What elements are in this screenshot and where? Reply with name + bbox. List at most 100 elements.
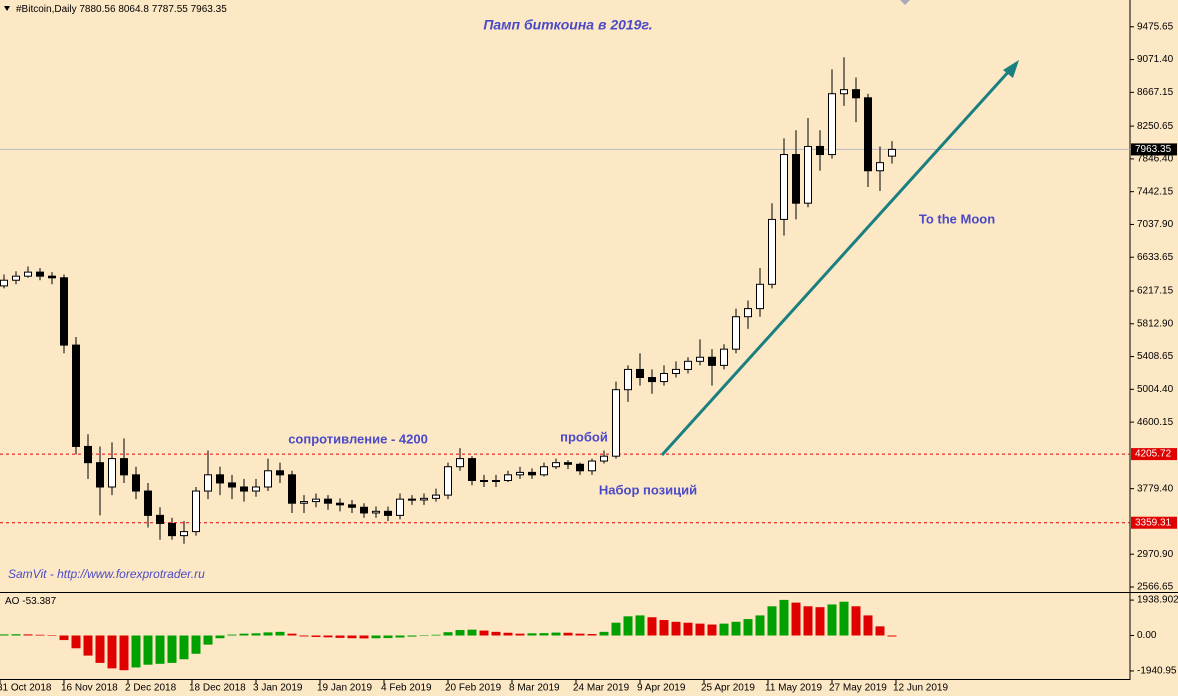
- candle-body: [600, 455, 608, 462]
- ao-bar: [47, 635, 57, 636]
- candle-body: [528, 471, 536, 476]
- ao-bar: [791, 602, 801, 636]
- trend-arrow: [660, 60, 1019, 457]
- candle-body: [312, 498, 320, 503]
- candle-body: [576, 463, 584, 472]
- y-tick-label: -1940.95: [1137, 666, 1177, 677]
- ao-bar: [359, 635, 369, 639]
- ao-bar: [491, 631, 501, 636]
- ao-bar: [815, 607, 825, 636]
- ao-bar: [59, 635, 69, 641]
- candle-body: [60, 277, 68, 346]
- x-tick-label: 16 Nov 2018: [61, 683, 118, 694]
- arrow-head: [1003, 60, 1019, 78]
- candle-body: [516, 471, 524, 476]
- candle-body: [744, 308, 752, 318]
- x-tick-label: 9 Apr 2019: [637, 683, 686, 694]
- ao-bar: [119, 635, 129, 671]
- ao-bar: [275, 631, 285, 636]
- x-tick-label: 25 Apr 2019: [701, 683, 755, 694]
- x-tick-label: 4 Feb 2019: [381, 683, 432, 694]
- ao-bar: [11, 634, 21, 636]
- ao-bar: [683, 622, 693, 636]
- y-tick-label: 0.00: [1137, 630, 1157, 641]
- ao-bar: [599, 631, 609, 636]
- candle-body: [144, 490, 152, 516]
- ao-bar: [83, 635, 93, 656]
- ao-bar: [0, 634, 9, 636]
- ao-bar: [263, 632, 273, 636]
- candle-body: [108, 458, 116, 488]
- candle-body: [204, 474, 212, 492]
- y-tick-label: 3779.40: [1137, 483, 1174, 494]
- candle-body: [756, 283, 764, 310]
- candle-body: [348, 504, 356, 508]
- candle-body: [432, 494, 440, 499]
- ao-bar: [827, 604, 837, 636]
- y-tick-label: 5812.90: [1137, 318, 1174, 329]
- candle-body: [540, 466, 548, 476]
- candle-body: [480, 480, 488, 483]
- x-tick-label: 19 Jan 2019: [317, 683, 372, 694]
- y-tick-label: 7442.15: [1137, 186, 1174, 197]
- candle-body: [840, 89, 848, 95]
- candle-body: [504, 474, 512, 482]
- ao-bar: [503, 632, 513, 636]
- y-tick-label: 9071.40: [1137, 54, 1174, 65]
- ao-bar: [563, 632, 573, 636]
- level-label: 3359.31: [1135, 517, 1172, 528]
- ao-current: -53.387: [22, 596, 56, 607]
- candle-body: [684, 360, 692, 370]
- candle-body: [36, 271, 44, 277]
- ao-bar: [239, 633, 249, 636]
- candle-body: [420, 497, 428, 501]
- candle-body: [408, 498, 416, 501]
- level-label-bg: [1131, 516, 1177, 529]
- ao-bar: [587, 634, 597, 636]
- menu-triangle: [4, 6, 10, 11]
- header-low: 7787.55: [152, 4, 189, 15]
- ao-bar: [251, 633, 261, 636]
- ao-bar: [839, 601, 849, 636]
- ao-bar: [671, 621, 681, 636]
- level-label: 4205.72: [1135, 449, 1172, 460]
- ao-bar: [455, 630, 465, 636]
- y-tick-label: 5004.40: [1137, 384, 1174, 395]
- y-tick-label: 6217.15: [1137, 286, 1174, 297]
- candle-body: [816, 145, 824, 156]
- symbol-header: #Bitcoin,Daily 7880.56 8064.8 7787.55 79…: [16, 4, 227, 15]
- candle-body: [336, 502, 344, 506]
- ao-bar: [179, 635, 189, 660]
- ao-bar: [635, 615, 645, 636]
- ao-bar: [803, 606, 813, 636]
- candle-body: [300, 501, 308, 504]
- candle-body: [792, 154, 800, 204]
- y-tick-label: 9475.65: [1137, 21, 1174, 32]
- ao-bar: [23, 634, 33, 636]
- ao-bar: [887, 635, 897, 637]
- current-price-bg: [1131, 143, 1177, 156]
- level-label-bg: [1131, 448, 1177, 461]
- ao-bar: [407, 635, 417, 637]
- ao-bar: [203, 635, 213, 645]
- candle-body: [120, 458, 128, 476]
- y-tick-label: 1938.902: [1137, 595, 1178, 606]
- ao-bar: [323, 635, 333, 638]
- scroll-marker: [900, 0, 910, 5]
- candle-body: [804, 145, 812, 204]
- candle-body: [780, 154, 788, 220]
- ao-bar: [755, 615, 765, 636]
- candle-body: [852, 89, 860, 99]
- candle-body: [228, 482, 236, 488]
- candle-body: [156, 514, 164, 524]
- symbol: #Bitcoin,Daily: [16, 4, 77, 15]
- candle-body: [252, 486, 260, 492]
- ao-bar: [479, 630, 489, 636]
- candle-body: [24, 271, 32, 277]
- y-tick-label: 4600.15: [1137, 417, 1174, 428]
- candle-body: [372, 510, 380, 514]
- candle-body: [360, 506, 368, 514]
- candle-body: [0, 279, 8, 287]
- ao-bar: [575, 633, 585, 636]
